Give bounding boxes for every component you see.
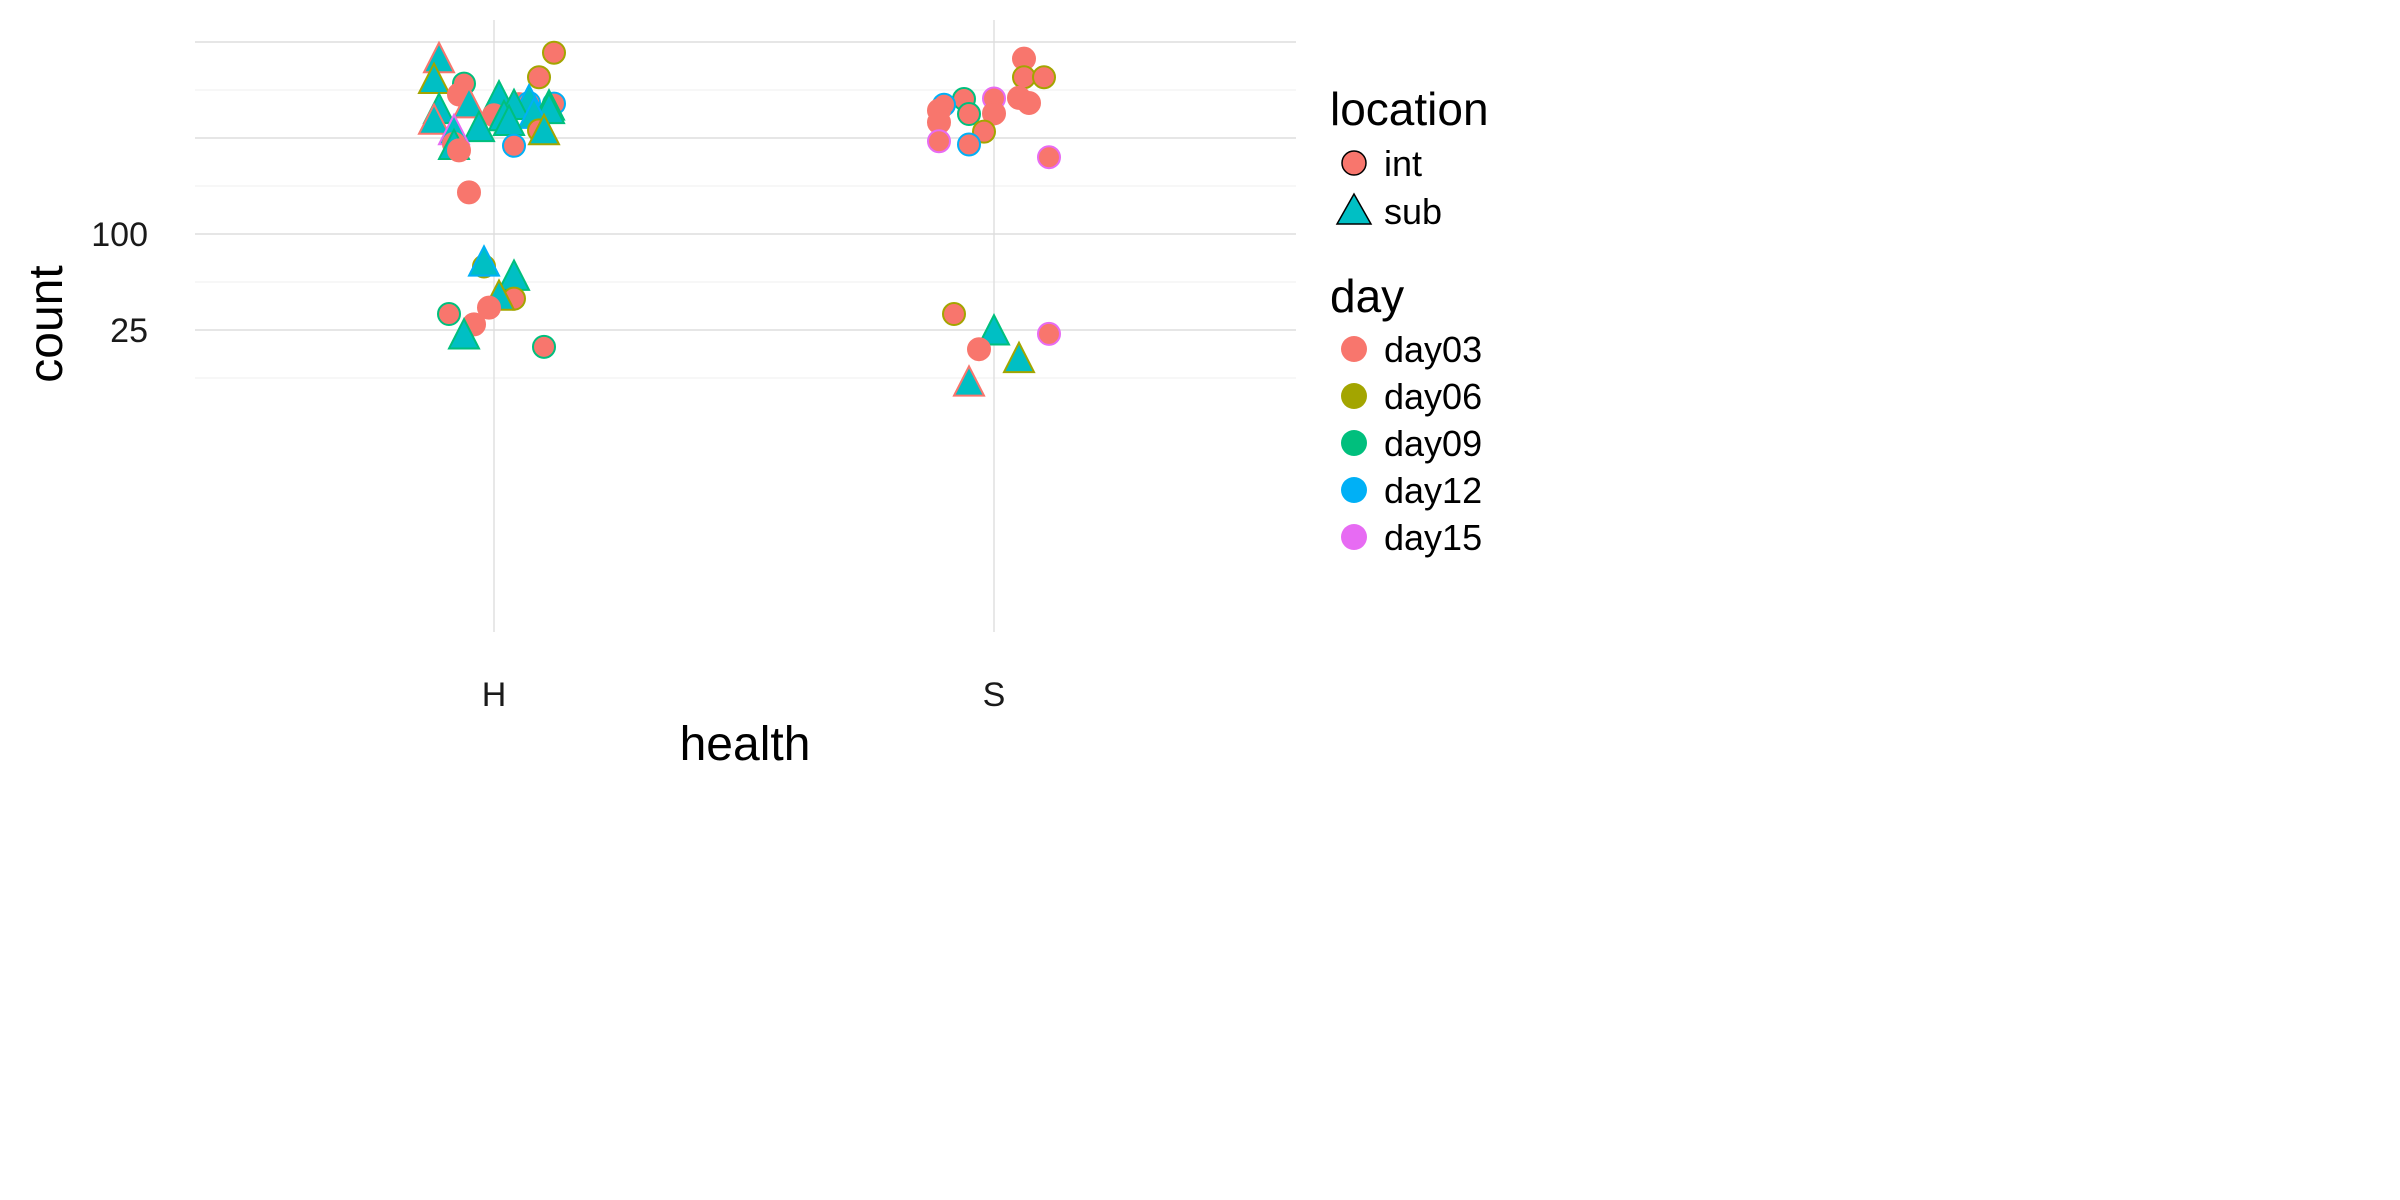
data-point-sub xyxy=(452,85,486,119)
legend-label-day06: day06 xyxy=(1384,376,1482,417)
data-point-sub xyxy=(417,102,451,135)
data-point-int xyxy=(532,334,556,359)
data-point-sub xyxy=(497,258,531,291)
data-point-sub xyxy=(527,112,561,146)
legend-key-day12 xyxy=(1341,477,1367,503)
data-point-int xyxy=(1037,321,1061,346)
data-point-sub xyxy=(422,40,456,74)
legend-key-sub xyxy=(1335,192,1373,225)
data-point-int xyxy=(447,138,471,163)
legend-key-day03 xyxy=(1341,336,1367,362)
y-tick-label: 100 xyxy=(91,216,148,254)
color-legend-title: day xyxy=(1330,270,1404,322)
data-point-int xyxy=(927,129,951,154)
legend-label-day03: day03 xyxy=(1384,329,1482,370)
color-legend-items: day03 day06 day09 day12 day15 xyxy=(1341,329,1482,558)
point-layer xyxy=(417,40,1061,397)
data-point-sub xyxy=(417,61,451,94)
scatter-chart: 25 100 H S health count location int sub day… xyxy=(20,20,1489,771)
x-axis-title: health xyxy=(680,718,811,771)
data-point-int xyxy=(957,102,981,127)
legend-key-day15 xyxy=(1341,524,1367,550)
data-point-sub xyxy=(952,364,986,397)
data-point-int xyxy=(982,101,1006,126)
y-axis-title: count xyxy=(20,265,73,382)
shape-legend-title: location xyxy=(1330,83,1489,135)
data-point-int xyxy=(967,337,991,362)
grid-layer xyxy=(195,20,1296,632)
data-point-int xyxy=(942,302,966,327)
y-tick-label: 25 xyxy=(110,312,148,350)
legend-label-day15: day15 xyxy=(1384,517,1482,558)
data-point-sub xyxy=(462,109,496,143)
shape-legend-items: int sub xyxy=(1335,143,1442,232)
data-point-sub xyxy=(467,244,501,277)
data-point-int xyxy=(957,132,981,157)
data-point-int xyxy=(527,65,551,90)
x-tick-label: S xyxy=(983,676,1006,714)
legend-key-day09 xyxy=(1341,430,1367,456)
data-point-int xyxy=(1012,65,1036,90)
data-point-int xyxy=(1017,91,1041,116)
data-point-sub xyxy=(1002,340,1036,374)
legend: location int sub day day03 day06 day09 day12… xyxy=(1330,83,1489,558)
data-point-sub xyxy=(447,316,481,350)
legend-label-day12: day12 xyxy=(1384,470,1482,511)
data-point-int xyxy=(502,133,526,158)
legend-key-int xyxy=(1341,150,1367,176)
tick-layer: 25 100 H S xyxy=(91,216,1005,714)
legend-label-sub: sub xyxy=(1384,191,1442,232)
data-point-int xyxy=(1032,65,1056,90)
legend-key-day06 xyxy=(1341,383,1367,409)
legend-label-int: int xyxy=(1384,143,1422,184)
legend-label-day09: day09 xyxy=(1384,423,1482,464)
data-point-int xyxy=(457,180,481,205)
data-point-int xyxy=(542,40,566,65)
data-point-int xyxy=(477,295,501,320)
data-point-sub xyxy=(977,312,1011,346)
data-point-int xyxy=(1037,145,1061,170)
data-point-int xyxy=(437,302,461,327)
x-tick-label: H xyxy=(482,676,507,714)
